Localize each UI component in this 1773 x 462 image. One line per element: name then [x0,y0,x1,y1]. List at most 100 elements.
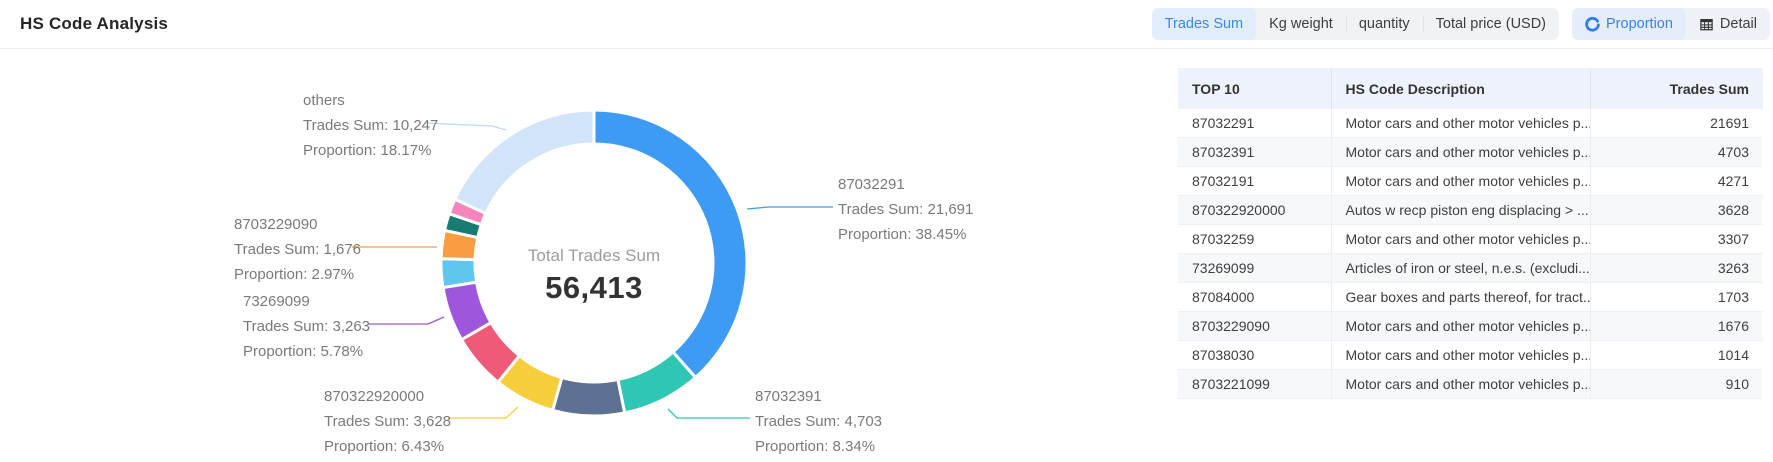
metric-tab-total-price-usd[interactable]: Total price (USD) [1422,8,1559,40]
cell-description: Gear boxes and parts thereof, for tract.… [1331,282,1591,312]
cell-description: Motor cars and other motor vehicles p... [1331,137,1591,167]
slice-callout-73269099: 73269099 Trades Sum: 3,263 Proportion: 5.7… [243,289,370,364]
table-row[interactable]: 87032391 Motor cars and other motor vehic… [1178,137,1763,167]
donut-chart-icon [1585,16,1600,32]
metric-tab-label: Total price (USD) [1435,16,1547,32]
top10-table: TOP 10 HS Code Description Trades Sum 8703… [1178,68,1763,399]
view-tab-label: Proportion [1606,16,1673,32]
cell-description: Motor cars and other motor vehicles p... [1331,109,1591,138]
cell-hs-code: 73269099 [1178,253,1332,283]
total-value: 56,413 [545,270,643,305]
donut-slice-87032291[interactable] [592,108,749,380]
cell-description: Motor cars and other motor vehicles p... [1331,369,1591,399]
leader-line-73269099 [368,316,445,325]
view-tab-detail[interactable]: Detail [1686,8,1770,40]
view-tab-label: Detail [1719,16,1757,32]
callout-name: 87032391 [755,388,822,405]
callout-trades-sum: Trades Sum: 3,628 [324,413,452,430]
callout-name: 8703229090 [234,216,318,233]
cell-description: Motor cars and other motor vehicles p... [1331,166,1591,196]
table-icon [1699,17,1714,32]
callout-proportion: Proportion: 38.45% [838,226,967,243]
cell-description: Motor cars and other motor vehicles p... [1331,224,1591,254]
cell-hs-code: 8703221099 [1178,369,1332,399]
cell-hs-code: 87032191 [1178,166,1332,196]
slice-callout-8703229090: 8703229090 Trades Sum: 1,676 Proportion: 2… [234,212,361,287]
panel-header: HS Code Analysis Trades Sum Kg weight quan… [0,0,1773,49]
table-header-row: TOP 10 HS Code Description Trades Sum [1178,68,1763,109]
donut-chart: others Trades Sum: 10,247 Proportion: 18.1… [0,50,1180,462]
metric-tab-label: quantity [1358,16,1410,32]
cell-description: Motor cars and other motor vehicles p... [1331,311,1591,341]
slice-callout-others: others Trades Sum: 10,247 Proportion: 18.1… [303,88,438,163]
table-row[interactable]: 8703229090 Motor cars and other motor veh… [1178,311,1763,341]
callout-trades-sum: Trades Sum: 1,676 [234,241,362,258]
metric-tab-trades-sum[interactable]: Trades Sum [1151,8,1257,40]
slice-callout-87032391: 87032391 Trades Sum: 4,703 Proportion: 8.3… [755,384,882,459]
cell-hs-code: 87084000 [1178,282,1332,312]
metric-tabs: Trades Sum Kg weight quantity Total price (… [1151,8,1560,40]
cell-trades-sum: 1014 [1590,340,1763,370]
column-header-hs-code-description: HS Code Description [1331,68,1591,109]
view-tabs: Proportion Detail [1572,8,1770,40]
cell-trades-sum: 3628 [1590,195,1763,225]
leader-line-87032291 [746,206,833,210]
callout-trades-sum: Trades Sum: 21,691 [838,201,974,218]
callout-proportion: Proportion: 5.78% [243,343,364,360]
donut-slice-others[interactable] [452,108,596,216]
header-controls: Trades Sum Kg weight quantity Total price (… [1151,8,1770,40]
cell-hs-code: 870322920000 [1178,195,1332,225]
slice-callout-87032291: 87032291 Trades Sum: 21,691 Proportion: 38… [838,172,973,247]
cell-description: Motor cars and other motor vehicles p... [1331,340,1591,370]
table-row[interactable]: 87032191 Motor cars and other motor vehic… [1178,166,1763,196]
metric-tab-quantity[interactable]: quantity [1345,8,1423,40]
cell-trades-sum: 1703 [1590,282,1763,312]
donut-slice-87032191[interactable] [550,375,627,418]
callout-name: others [303,92,345,109]
chart-center-total: Total Trades Sum 56,413 [444,246,744,306]
table-row[interactable]: 8703221099 Motor cars and other motor veh… [1178,369,1763,399]
leader-line-others [424,122,507,131]
cell-trades-sum: 1676 [1590,311,1763,341]
callout-name: 73269099 [243,293,310,310]
cell-hs-code: 87038030 [1178,340,1332,370]
table-row[interactable]: 87038030 Motor cars and other motor vehic… [1178,340,1763,370]
table-row[interactable]: 87032259 Motor cars and other motor vehic… [1178,224,1763,254]
callout-trades-sum: Trades Sum: 3,263 [243,318,371,335]
metric-tab-label: Kg weight [1269,16,1333,32]
cell-hs-code: 87032391 [1178,137,1332,167]
table-row[interactable]: 870322920000 Autos w recp piston eng disp… [1178,195,1763,225]
table-row[interactable]: 73269099 Articles of iron or steel, n.e.s… [1178,253,1763,283]
view-tab-proportion[interactable]: Proportion [1572,8,1686,40]
column-header-trades-sum: Trades Sum [1590,68,1763,109]
metric-tab-kg-weight[interactable]: Kg weight [1256,8,1346,40]
table-row[interactable]: 87084000 Gear boxes and parts thereof, fo… [1178,282,1763,312]
page-title: HS Code Analysis [20,14,169,33]
cell-trades-sum: 910 [1590,369,1763,399]
metric-tab-label: Trades Sum [1164,16,1244,32]
total-label: Total Trades Sum [527,246,661,265]
cell-hs-code: 87032259 [1178,224,1332,254]
callout-trades-sum: Trades Sum: 4,703 [755,413,883,430]
cell-description: Autos w recp piston eng displacing > ... [1331,195,1591,225]
cell-description: Articles of iron or steel, n.e.s. (exclu… [1331,253,1591,283]
leader-line-87032391 [667,408,750,419]
callout-trades-sum: Trades Sum: 10,247 [303,117,439,134]
column-header-top-10: TOP 10 [1178,68,1332,109]
donut-chart-svg [352,108,833,419]
cell-trades-sum: 3307 [1590,224,1763,254]
slice-callout-870322920000: 870322920000 Trades Sum: 3,628 Proportion:… [324,384,451,459]
cell-trades-sum: 4703 [1590,137,1763,167]
table-row[interactable]: 87032291 Motor cars and other motor vehic… [1178,109,1763,138]
cell-hs-code: 87032291 [1178,109,1332,138]
cell-trades-sum: 3263 [1590,253,1763,283]
hs-code-table: TOP 10 HS Code Description Trades Sum 8703… [1178,68,1763,399]
callout-proportion: Proportion: 6.43% [324,438,445,455]
callout-proportion: Proportion: 8.34% [755,438,876,455]
cell-trades-sum: 21691 [1590,109,1763,138]
cell-hs-code: 8703229090 [1178,311,1332,341]
callout-proportion: Proportion: 2.97% [234,266,355,283]
callout-proportion: Proportion: 18.17% [303,142,432,159]
leader-line-870322920000 [448,406,519,419]
